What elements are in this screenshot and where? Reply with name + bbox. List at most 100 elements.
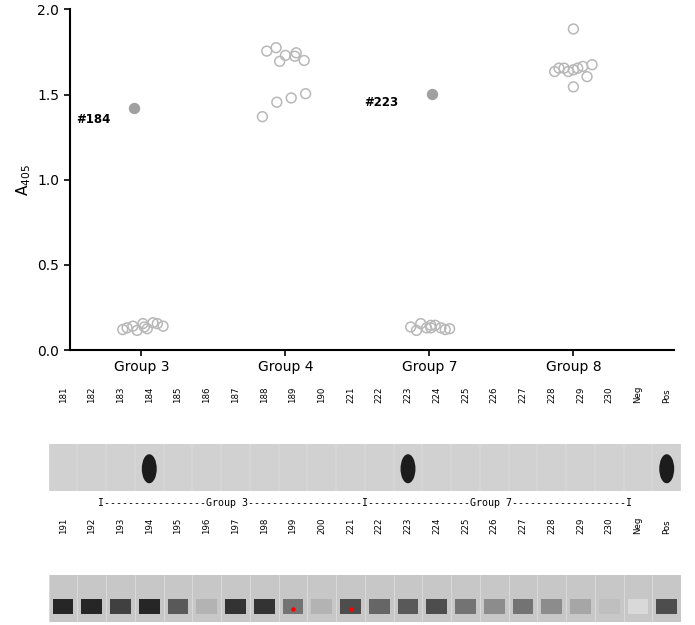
Point: [299, 56, 310, 66]
Text: 192: 192: [88, 518, 97, 534]
Point: [405, 322, 416, 332]
Text: 229: 229: [576, 387, 585, 403]
Bar: [225, 599, 246, 614]
Text: 198: 198: [260, 518, 269, 534]
Text: 183: 183: [116, 387, 125, 403]
Point: [568, 82, 579, 92]
Text: 190: 190: [317, 387, 326, 403]
Point: [425, 320, 436, 330]
Point: [568, 65, 579, 75]
Text: 227: 227: [518, 387, 528, 403]
Text: 188: 188: [260, 387, 269, 403]
Ellipse shape: [400, 454, 416, 483]
Bar: [283, 599, 303, 614]
Text: I-----------------Group 3-------------------I-----------------Group 7-----------: I-----------------Group 3---------------…: [98, 498, 632, 508]
Point: [553, 63, 564, 73]
Text: 196: 196: [202, 518, 211, 534]
Point: [280, 51, 291, 61]
Text: 225: 225: [461, 387, 470, 403]
Point: [415, 319, 426, 329]
Point: [444, 324, 455, 334]
Point: [291, 48, 302, 58]
Point: [425, 323, 436, 333]
Bar: [254, 599, 275, 614]
Text: 230: 230: [605, 387, 614, 403]
Point: [142, 324, 153, 334]
Point: [129, 103, 140, 113]
Text: #184: #184: [76, 114, 111, 126]
Point: [559, 63, 570, 73]
Text: 225: 225: [461, 518, 470, 534]
Point: [288, 604, 299, 614]
Point: [435, 323, 446, 333]
Point: [345, 604, 356, 614]
Text: 181: 181: [58, 387, 67, 403]
Point: [286, 93, 297, 103]
Point: [582, 72, 593, 82]
Bar: [53, 599, 74, 614]
Bar: [628, 599, 648, 614]
Text: 185: 185: [174, 387, 183, 403]
Text: 226: 226: [490, 387, 499, 403]
Text: 197: 197: [231, 518, 240, 534]
Text: 186: 186: [202, 387, 211, 403]
Text: 224: 224: [432, 518, 441, 534]
Text: Neg: Neg: [633, 516, 642, 534]
Bar: [139, 599, 160, 614]
Text: 229: 229: [576, 518, 585, 534]
Text: 193: 193: [116, 518, 125, 534]
Point: [587, 60, 598, 70]
Text: #223: #223: [365, 96, 399, 109]
Point: [427, 89, 438, 99]
Text: 227: 227: [518, 518, 528, 534]
Point: [147, 318, 158, 328]
Point: [430, 320, 441, 330]
Text: Pos: Pos: [662, 519, 671, 534]
Bar: [340, 599, 361, 614]
Point: [138, 319, 149, 329]
Point: [131, 326, 142, 336]
Point: [274, 56, 285, 66]
Text: 195: 195: [174, 518, 183, 534]
Point: [152, 319, 163, 329]
Text: 224: 224: [432, 387, 441, 403]
Bar: [513, 599, 533, 614]
Y-axis label: A$_{405}$: A$_{405}$: [14, 164, 33, 196]
Point: [139, 322, 150, 332]
Text: 194: 194: [145, 518, 154, 534]
Point: [411, 326, 422, 336]
Text: 182: 182: [88, 387, 97, 403]
Text: 221: 221: [346, 387, 355, 403]
Text: 200: 200: [317, 518, 326, 534]
Point: [577, 61, 588, 71]
Bar: [369, 599, 390, 614]
Text: Pos: Pos: [662, 389, 671, 403]
Point: [563, 66, 574, 76]
Bar: [197, 599, 217, 614]
Text: 221: 221: [346, 518, 355, 534]
Bar: [541, 599, 562, 614]
Text: 184: 184: [145, 387, 154, 403]
Bar: [599, 599, 619, 614]
Point: [261, 46, 272, 56]
Bar: [398, 599, 418, 614]
Point: [421, 323, 432, 333]
Point: [568, 24, 579, 34]
Bar: [167, 599, 188, 614]
Bar: [570, 599, 591, 614]
Text: 228: 228: [547, 387, 556, 403]
Text: 189: 189: [288, 387, 297, 403]
Point: [549, 66, 560, 76]
Text: 191: 191: [58, 518, 67, 534]
Bar: [427, 599, 447, 614]
Text: 199: 199: [288, 518, 297, 534]
Ellipse shape: [660, 454, 674, 483]
Text: 222: 222: [375, 387, 384, 403]
Text: 230: 230: [605, 518, 614, 534]
Point: [572, 63, 583, 73]
Text: 223: 223: [404, 387, 413, 403]
Point: [289, 51, 300, 61]
Point: [270, 42, 281, 52]
Text: Neg: Neg: [633, 386, 642, 403]
Point: [300, 89, 311, 99]
